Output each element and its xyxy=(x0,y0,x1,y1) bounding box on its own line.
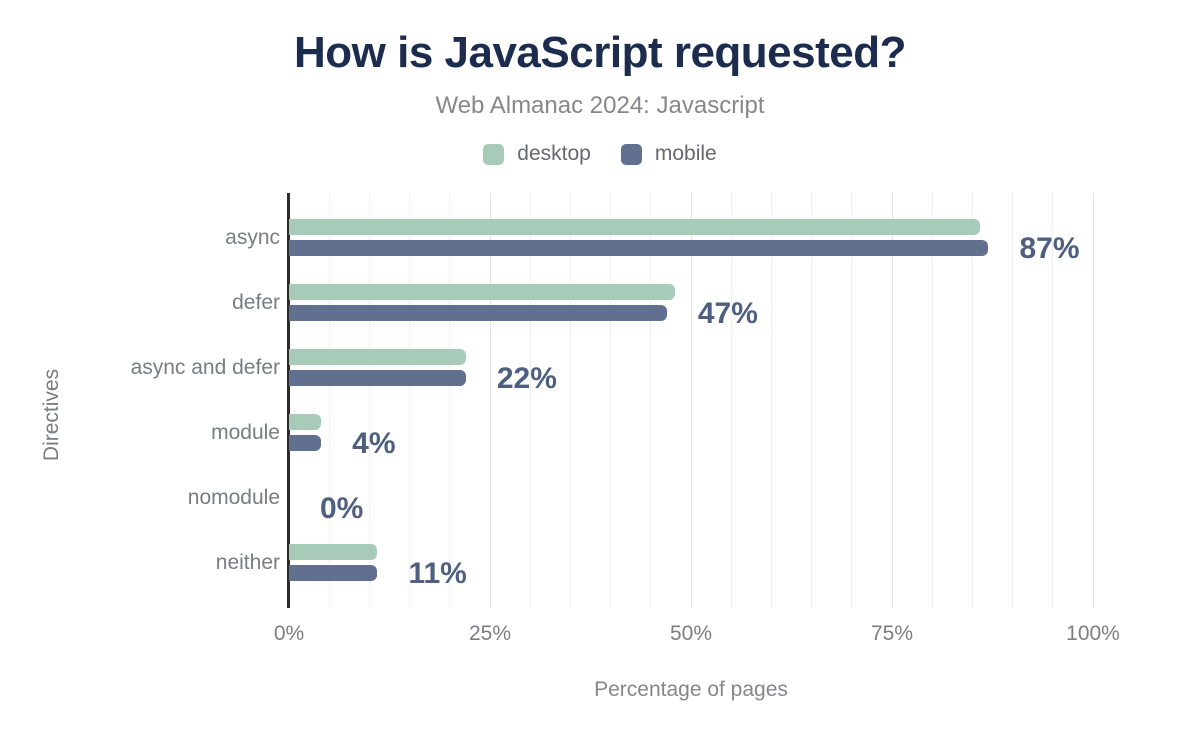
plot-area: async 87% defer 47% async and defer 22% module… xyxy=(131,193,1120,645)
value-label-async-and-defer: 22% xyxy=(496,362,557,395)
y-axis-line xyxy=(287,193,290,608)
grid-line xyxy=(409,193,411,608)
grid-line xyxy=(610,193,612,608)
category-label-module: module xyxy=(211,421,280,444)
x-tick-75%: 75% xyxy=(870,622,914,645)
value-label-module: 4% xyxy=(352,427,396,460)
bar-desktop-module[interactable] xyxy=(289,414,322,430)
grid-line xyxy=(730,193,732,608)
bar-desktop-neither[interactable] xyxy=(289,544,378,560)
grid-line xyxy=(770,193,772,608)
grid-line xyxy=(690,193,692,608)
grid-line xyxy=(650,193,652,608)
bar-mobile-neither[interactable] xyxy=(289,565,378,581)
bar-desktop-async-and-defer[interactable] xyxy=(289,349,466,365)
category-label-neither: neither xyxy=(215,551,280,574)
desktop-swatch-icon xyxy=(483,143,505,165)
value-label-async: 87% xyxy=(1019,232,1080,265)
bar-mobile-defer[interactable] xyxy=(289,305,667,321)
grid-line xyxy=(569,193,571,608)
grid-line xyxy=(529,193,531,608)
value-label-neither: 11% xyxy=(408,557,467,590)
category-label-nomodule: nomodule xyxy=(187,486,280,509)
grid-line xyxy=(931,193,933,608)
grid-line xyxy=(1052,193,1054,608)
grid-line xyxy=(891,193,893,608)
grid-line xyxy=(971,193,973,608)
bar-desktop-async[interactable] xyxy=(289,219,981,235)
x-tick-100%: 100% xyxy=(1066,622,1120,645)
grid-line xyxy=(811,193,813,608)
category-label-defer: defer xyxy=(232,291,280,314)
grid-line xyxy=(328,193,330,608)
grid-line xyxy=(489,193,491,608)
chart-title: How is JavaScript requested? xyxy=(294,28,907,77)
bar-mobile-async[interactable] xyxy=(289,240,989,256)
x-tick-25%: 25% xyxy=(468,622,512,645)
grid-line xyxy=(368,193,370,608)
x-axis-title: Percentage of pages xyxy=(594,678,788,701)
bar-mobile-async-and-defer[interactable] xyxy=(289,370,466,386)
legend-label-desktop: desktop xyxy=(517,142,591,165)
legend-label-mobile: mobile xyxy=(654,142,717,165)
x-tick-0%: 0% xyxy=(273,622,305,645)
grid-line xyxy=(1012,193,1014,608)
value-label-defer: 47% xyxy=(697,297,758,330)
grid-line xyxy=(851,193,853,608)
x-tick-50%: 50% xyxy=(669,622,713,645)
value-label-nomodule: 0% xyxy=(320,492,364,525)
bar-desktop-defer[interactable] xyxy=(289,284,675,300)
grid-line xyxy=(449,193,451,608)
chart-subtitle: Web Almanac 2024: Javascript xyxy=(435,92,765,119)
bar-mobile-module[interactable] xyxy=(289,435,322,451)
legend: desktop mobile xyxy=(0,142,1200,166)
y-axis-title: Directives xyxy=(40,368,63,462)
legend-item-mobile[interactable]: mobile xyxy=(620,142,717,166)
grid-line xyxy=(1092,193,1094,608)
mobile-swatch-icon xyxy=(620,143,642,165)
category-label-async-and-defer: async and defer xyxy=(130,356,280,379)
legend-item-desktop[interactable]: desktop xyxy=(483,142,591,166)
category-label-async: async xyxy=(225,226,280,249)
